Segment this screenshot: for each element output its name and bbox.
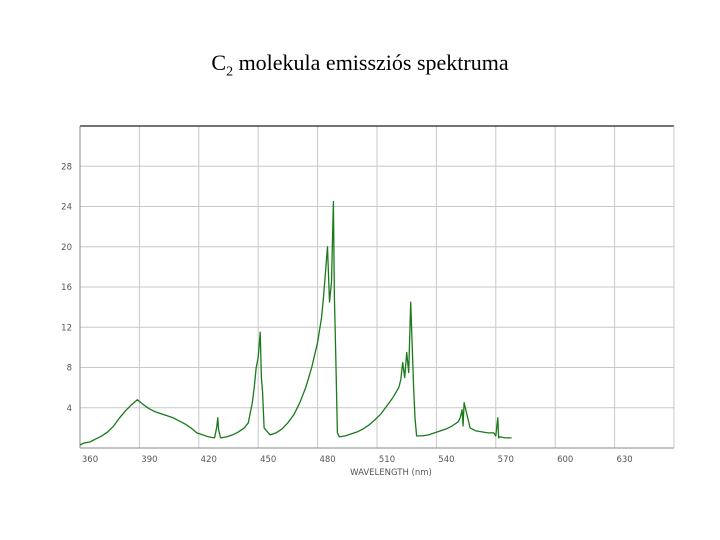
- spectrum-chart: 4 8 12 16 20 24 28 360 390 420 450 480 510 540 570 600…: [56, 102, 684, 478]
- title-molecule: C: [211, 50, 227, 75]
- x-tick-label: 420: [201, 455, 217, 465]
- y-tick-label: 20: [61, 243, 72, 253]
- spectrum-chart-svg: 4 8 12 16 20 24 28 360 390 420 450 480 510 540 570 600…: [56, 102, 684, 478]
- x-tick-label: 630: [616, 455, 632, 465]
- x-tick-label: 360: [82, 455, 98, 465]
- x-tick-label: 510: [379, 455, 395, 465]
- y-tick-labels: 4 8 12 16 20 24 28: [61, 162, 72, 414]
- plot-frame: [79, 125, 675, 449]
- y-tick-label: 16: [61, 283, 72, 293]
- slide-title: C2 molekula emissziós spektruma: [0, 50, 720, 80]
- title-subscript: 2: [226, 64, 234, 80]
- spectrum-line: [79, 200, 512, 446]
- x-tick-label: 570: [498, 455, 514, 465]
- y-tick-label: 12: [61, 323, 72, 333]
- y-tick-label: 4: [67, 404, 72, 414]
- x-axis-label: WAVELENGTH (nm): [350, 468, 432, 478]
- x-tick-label: 450: [260, 455, 276, 465]
- x-tick-labels: 360 390 420 450 480 510 540 570 600 630: [82, 455, 633, 465]
- y-tick-label: 24: [61, 203, 72, 213]
- x-tick-label: 390: [141, 455, 157, 465]
- title-text: molekula emissziós spektruma: [233, 50, 509, 75]
- spectrum-series: [79, 200, 512, 446]
- y-tick-label: 28: [61, 162, 72, 172]
- chart-grid: [80, 126, 674, 448]
- x-tick-label: 540: [438, 455, 454, 465]
- chart-background: [56, 102, 684, 478]
- x-tick-label: 600: [557, 455, 573, 465]
- y-tick-label: 8: [67, 364, 72, 374]
- x-tick-label: 480: [319, 455, 335, 465]
